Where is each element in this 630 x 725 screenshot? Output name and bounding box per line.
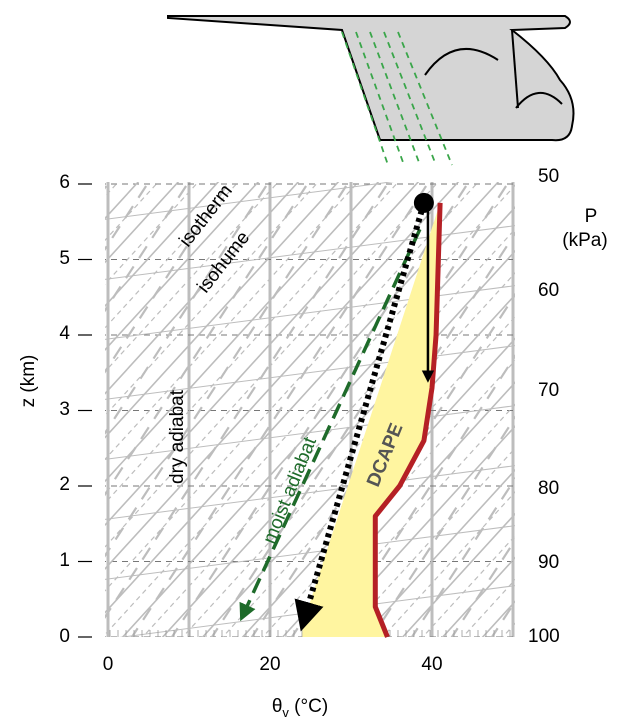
isohume-line bbox=[381, 491, 515, 637]
z-tick-labels: 0 1 2 3 4 5 6 bbox=[59, 172, 70, 647]
isohume-label: isohume bbox=[193, 228, 254, 298]
isohume-line bbox=[105, 184, 515, 636]
moist-adiabat-line bbox=[105, 182, 271, 436]
z-tick-label: 1 bbox=[59, 550, 70, 571]
isohume-line bbox=[0, 180, 40, 640]
moist-adiabat-line bbox=[105, 182, 111, 190]
p-tick-label: 80 bbox=[538, 478, 559, 499]
dry-adiabat-line bbox=[441, 556, 515, 637]
dry-adiabat-line bbox=[105, 182, 180, 264]
storm-cloud-illustration bbox=[167, 15, 575, 166]
dry-adiabat-line bbox=[0, 180, 20, 640]
x-tick-labels: 0 20 40 bbox=[103, 654, 443, 675]
cloud-turret-2 bbox=[515, 92, 563, 109]
isohume-line bbox=[105, 182, 479, 592]
x-tick-label: 20 bbox=[259, 654, 280, 675]
cloud-turret-1 bbox=[424, 47, 499, 76]
x-axis-subscript: v bbox=[282, 705, 289, 720]
moist-adiabat-line bbox=[105, 182, 351, 558]
dry-adiabat-line bbox=[241, 337, 515, 637]
isohume-line bbox=[341, 447, 515, 637]
thermo-grid bbox=[0, 180, 630, 640]
moist-adiabat-line bbox=[170, 182, 471, 637]
pressure-line bbox=[105, 285, 515, 340]
dry-adiabat-line bbox=[401, 512, 515, 637]
p-tick-label: 50 bbox=[538, 166, 559, 187]
p-axis-unit: (kPa) bbox=[562, 230, 607, 251]
dry-adiabat-label: dry adiabat bbox=[167, 389, 188, 484]
p-tick-labels: 100 90 80 70 60 50 bbox=[528, 166, 560, 647]
dry-adiabat-line bbox=[105, 182, 340, 439]
environment-sounding-line bbox=[372, 202, 443, 638]
pressure-line bbox=[105, 465, 515, 520]
dry-adiabat-line bbox=[321, 425, 515, 637]
z-tick-label: 5 bbox=[59, 248, 70, 269]
p-tick-label: 60 bbox=[538, 280, 559, 301]
z-tick-label: 3 bbox=[59, 399, 70, 420]
parcel-start-point bbox=[413, 192, 434, 213]
isohume-line bbox=[620, 180, 630, 640]
pressure-line bbox=[105, 405, 515, 460]
moist-adiabat-line bbox=[105, 182, 231, 374]
z-tick-label: 4 bbox=[59, 323, 70, 344]
dry-adiabat-line bbox=[105, 182, 260, 351]
pressure-line bbox=[105, 182, 395, 220]
dry-adiabat-line bbox=[121, 206, 515, 637]
moist-adiabat-line bbox=[130, 182, 431, 637]
pressure-line bbox=[105, 525, 515, 580]
p-axis-title: P bbox=[585, 206, 598, 227]
moist-adiabat-line bbox=[105, 182, 311, 497]
moist-adiabat-line bbox=[0, 180, 30, 640]
rain-streaks bbox=[341, 31, 453, 166]
dry-adiabat-line bbox=[105, 182, 380, 483]
p-tick-label: 70 bbox=[538, 380, 559, 401]
x-tick-label: 0 bbox=[103, 654, 114, 675]
p-tick-label: 90 bbox=[538, 552, 559, 573]
p-tick-label: 100 bbox=[528, 626, 560, 647]
dcape-area bbox=[302, 202, 441, 637]
isohume-line bbox=[421, 535, 515, 637]
z-tick-label: 2 bbox=[59, 474, 70, 495]
x-axis-unit: (°C) bbox=[289, 696, 328, 717]
y-axis-title: z (km) bbox=[18, 355, 39, 408]
dry-adiabat-line bbox=[0, 180, 60, 640]
isohume-line bbox=[141, 228, 515, 637]
x-axis-title: θv (°C) bbox=[272, 696, 328, 720]
z-tick-label: 6 bbox=[59, 172, 70, 193]
anvil-cloud bbox=[167, 15, 575, 142]
dry-adiabat-line bbox=[105, 182, 300, 395]
dry-adiabat-line bbox=[105, 182, 420, 527]
pressure-line bbox=[105, 225, 515, 280]
sounding-marks bbox=[239, 192, 443, 638]
isohume-line bbox=[181, 272, 515, 637]
z-tick-label: 0 bbox=[59, 626, 70, 647]
moist-adiabat-line bbox=[610, 180, 630, 640]
isohume-line bbox=[221, 316, 515, 637]
moist-descent-arrow bbox=[294, 202, 427, 632]
dry-adiabat-line bbox=[105, 182, 220, 308]
x-axis-symbol: θ bbox=[272, 696, 283, 717]
dry-adiabat-line bbox=[361, 469, 515, 637]
moist-adiabat-line bbox=[105, 182, 191, 313]
x-tick-label: 40 bbox=[421, 654, 442, 675]
pressure-line bbox=[105, 345, 515, 400]
moist-adiabat-line bbox=[105, 182, 391, 620]
dry-adiabat-line bbox=[105, 182, 460, 570]
moist-adiabat-line bbox=[210, 182, 511, 637]
moist-adiabat-line bbox=[290, 292, 515, 637]
